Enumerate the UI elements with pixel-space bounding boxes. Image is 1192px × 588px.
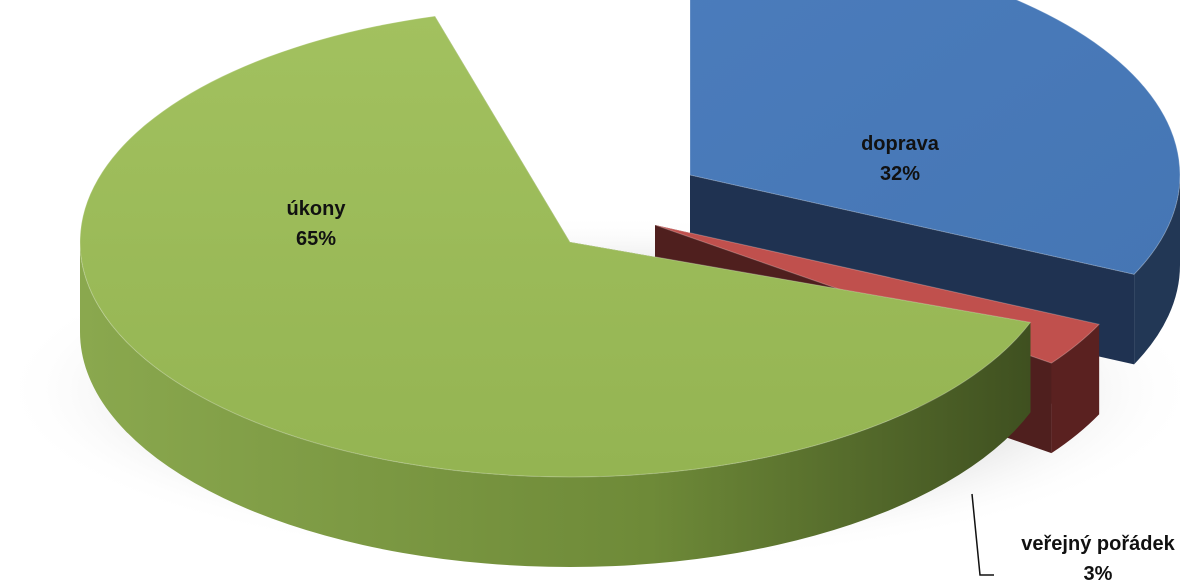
pie-slice-side: [1051, 324, 1100, 454]
pie-slice-top: [79, 15, 1032, 478]
pie-slice-top: [689, 0, 1181, 275]
pie-slice-side: [1134, 175, 1180, 365]
slice-label-name: úkony: [287, 198, 347, 220]
slice-label-name: veřejný pořádek: [1021, 533, 1175, 555]
pie-slice-side: [80, 242, 1031, 567]
slice-label-percent: 32%: [880, 163, 920, 185]
leader-line: [971, 493, 994, 576]
slice-label-percent: 3%: [1084, 563, 1113, 585]
slice-label-percent: 65%: [296, 228, 336, 250]
pie-slice-0: [79, 15, 1032, 567]
slice-label-name: doprava: [861, 133, 940, 155]
